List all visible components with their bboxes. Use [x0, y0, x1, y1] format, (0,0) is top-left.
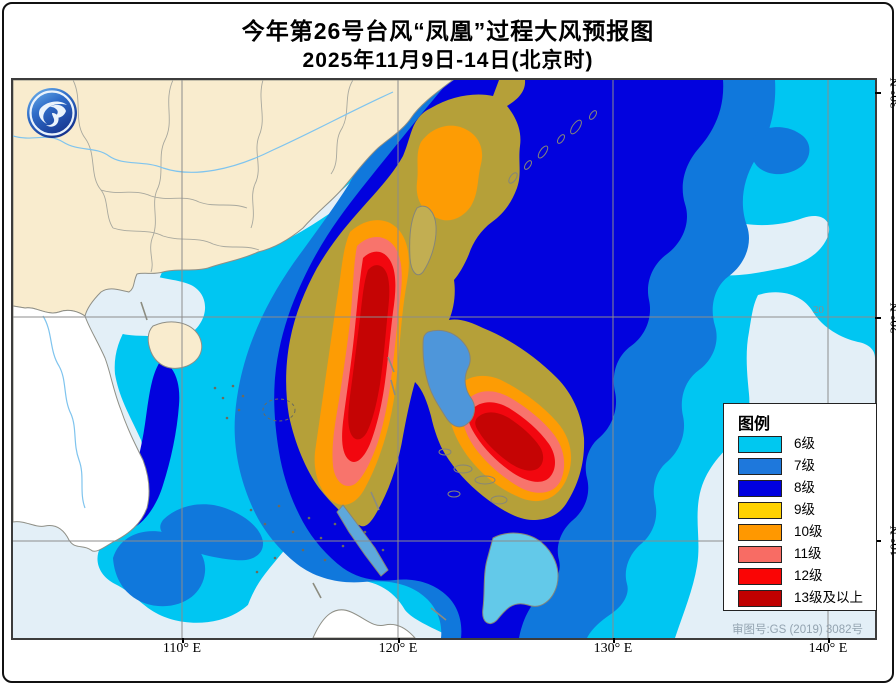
province-boundaries: [72, 80, 354, 273]
legend-swatch-9: [738, 502, 782, 519]
land-hainan: [147, 321, 203, 369]
rivers: [13, 91, 394, 509]
land-indochina: [13, 305, 150, 552]
wind-zone-8-blob-south: [421, 488, 500, 554]
legend-box: 图例 6级 7级 8级 9级 10级 11: [723, 403, 877, 611]
map-drawing: 20: [13, 80, 875, 638]
tick-140e: [828, 638, 830, 643]
page-subtitle-date-range: 2025年11月9日-14日(北京时): [302, 49, 594, 72]
tick-20n: [875, 317, 881, 319]
lon-label-120e: 120° E: [378, 641, 418, 656]
islands-ryukyu: [508, 110, 598, 184]
island-taiwan: [409, 205, 437, 276]
legend-swatch-7: [738, 458, 782, 475]
wind-zone-10-northeast: [416, 125, 483, 221]
legend-swatch-12: [738, 568, 782, 585]
legend-label-13: 13级及以上: [794, 590, 864, 605]
page-title: 今年第26号台风“凤凰”过程大风预报图: [241, 18, 655, 44]
wind-zone-13-southeast: [475, 412, 544, 471]
tick-110e: [182, 638, 184, 643]
legend-label-6: 6级: [794, 436, 816, 451]
lat-label-30n: 30° N: [887, 78, 896, 109]
legend-label-12: 12级: [794, 568, 823, 583]
legend-label-8: 8级: [794, 480, 816, 495]
tick-10n: [875, 540, 881, 542]
islands-spratly-dots: [249, 504, 385, 574]
reef-dashed-outline: [262, 398, 296, 422]
land-borneo: [312, 609, 416, 638]
wind-zone-13-main: [348, 265, 390, 440]
gridline-inline-label-20: 20: [813, 304, 825, 316]
tick-120e: [398, 638, 400, 643]
legend-title: 图例: [738, 416, 771, 433]
island-luzon: [422, 329, 475, 428]
tick-130e: [613, 638, 615, 643]
islands-paracel-dots: [213, 384, 245, 420]
cma-logo: [27, 88, 77, 138]
islands-visayas: [438, 448, 508, 505]
lat-label-10n: 10° N: [887, 526, 896, 557]
legend-label-11: 11级: [794, 546, 822, 561]
wind-zone-7-blob-topright: [751, 127, 810, 175]
nine-dash-line-segments: [140, 301, 447, 621]
legend-label-7: 7级: [794, 458, 816, 473]
lon-label-130e: 130° E: [593, 641, 633, 656]
island-mindanao: [482, 532, 559, 624]
lon-label-110e: 110° E: [162, 641, 202, 656]
lon-label-140e: 140° E: [808, 641, 848, 656]
map-canvas: 20 图例 6级: [11, 78, 877, 640]
legend-swatch-6: [738, 436, 782, 453]
legend-label-10: 10级: [794, 524, 823, 539]
legend-swatch-10: [738, 524, 782, 541]
map-approval-number: 审图号:GS (2019) 3082号: [731, 624, 863, 636]
lat-label-20n: 20° N: [887, 303, 896, 334]
legend-swatch-11: [738, 546, 782, 563]
legend-swatch-13: [738, 590, 782, 607]
legend-label-9: 9级: [794, 502, 816, 517]
legend-swatch-8: [738, 480, 782, 497]
tick-30n: [875, 92, 881, 94]
